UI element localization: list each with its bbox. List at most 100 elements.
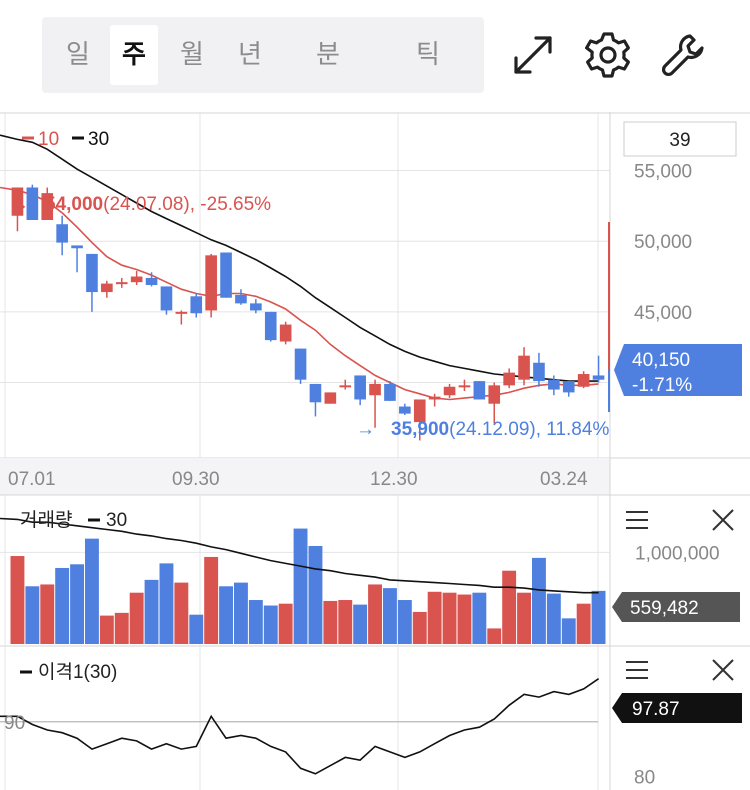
candle-body	[503, 372, 515, 386]
volume-bar	[412, 611, 427, 644]
disparity-line	[0, 678, 600, 775]
chart-labels: 10 30 39 55,000 50,000 45,000 40,150 -1.71% → 54,…	[4, 121, 742, 789]
high-marker-arrow: →	[10, 194, 29, 215]
volume-bar	[144, 579, 159, 644]
volume-bar	[532, 557, 546, 644]
tab-day[interactable]: 일	[66, 40, 90, 70]
volume-bar	[55, 567, 70, 644]
candle-body	[220, 252, 232, 298]
volume-bar	[323, 600, 338, 644]
volume-title: 거래량	[20, 509, 72, 531]
x-axis-label: 03.24	[540, 469, 588, 490]
candle-body	[339, 385, 352, 388]
candle-body	[115, 282, 128, 285]
high-price-marker: → 54,000(24.07.08), -25.65%	[10, 194, 271, 215]
low-marker-arrow: →	[356, 419, 375, 440]
disparity-label: 이격1(30)	[38, 661, 117, 683]
candle-body	[160, 286, 173, 311]
volume-bar	[40, 584, 55, 644]
period-input-box	[623, 121, 737, 157]
candle-body	[294, 348, 307, 380]
volume-bar	[383, 588, 397, 644]
volume-bar	[353, 604, 368, 644]
volume-bar	[263, 605, 278, 644]
candle-body	[443, 386, 456, 396]
candle-body	[562, 381, 575, 393]
tab-week[interactable]: 주	[110, 25, 158, 85]
tab-tick[interactable]: 틱	[416, 40, 440, 70]
wrench-icon[interactable]	[659, 30, 709, 80]
volume-bar	[427, 591, 442, 644]
volume-last-value: 559,482	[630, 598, 699, 619]
volume-bar	[502, 570, 517, 644]
candle-body	[41, 193, 54, 220]
high-marker-pct: , -25.65%	[190, 194, 271, 215]
gear-icon[interactable]	[583, 30, 633, 80]
high-marker-date: (24.07.08)	[103, 194, 190, 215]
low-price-marker: → 35,900(24.12.09), 11.84%	[356, 419, 609, 440]
volume-bar	[219, 586, 233, 644]
tab-year[interactable]: 년	[238, 40, 262, 70]
volume-bar	[189, 614, 204, 644]
candle-body	[205, 255, 217, 311]
disparity-y-tick-left: 90	[4, 713, 25, 734]
volume-bar	[129, 592, 144, 644]
volume-bar	[472, 592, 487, 644]
stock-chart[interactable]: 10 30 39 55,000 50,000 45,000 40,150 -1.71% → 54,…	[0, 112, 750, 790]
ma30-line	[0, 134, 599, 382]
candle-body	[235, 294, 247, 304]
price-y-tick: 45,000	[634, 303, 692, 324]
x-axis-band	[0, 458, 610, 495]
volume-bar	[114, 612, 129, 644]
volume-bar	[368, 584, 382, 644]
x-axis-label: 07.01	[8, 469, 56, 490]
expand-icon[interactable]	[508, 30, 558, 80]
x-axis-label: 09.30	[172, 469, 220, 490]
candle-body	[592, 375, 605, 380]
volume-bar	[248, 600, 263, 644]
candle-body	[458, 385, 471, 388]
candle-body	[399, 406, 411, 414]
volume-bar	[591, 590, 606, 644]
chart-toolbar: 일 주 월 년 분 틱	[0, 0, 750, 112]
volume-bar	[457, 594, 472, 644]
candle-body	[577, 374, 590, 387]
candle-body	[488, 385, 501, 404]
candle-body	[279, 324, 292, 342]
candle-body	[413, 399, 426, 423]
volume-bar	[174, 582, 189, 644]
last-price-value: 40,150	[632, 350, 690, 371]
price-y-tick: 55,000	[634, 162, 692, 183]
low-marker-price: 35,900	[391, 419, 449, 440]
price-y-tick: 50,000	[634, 232, 692, 253]
volume-bar	[338, 600, 353, 644]
disparity-value-tag	[612, 693, 742, 723]
tab-month[interactable]: 월	[180, 40, 204, 70]
candle-body	[369, 383, 381, 396]
volume-bar	[25, 586, 40, 644]
volume-bar	[10, 556, 25, 644]
candle-body	[324, 392, 337, 404]
candle-body	[11, 187, 24, 216]
candle-body	[86, 253, 98, 293]
candle-body	[309, 383, 322, 403]
tab-minute[interactable]: 분	[316, 40, 340, 70]
volume-bar	[442, 592, 457, 644]
chart-frames	[0, 112, 750, 790]
volume-bar	[85, 538, 99, 644]
candle-body	[26, 187, 39, 220]
candle-body	[130, 276, 143, 283]
legend-ma30-label: 30	[88, 129, 109, 150]
period-input-value: 39	[669, 130, 690, 151]
volume-bar	[70, 564, 84, 644]
volume-bar	[293, 528, 308, 644]
disparity-series	[0, 678, 600, 775]
last-price-change: -1.71%	[632, 375, 692, 396]
disparity-y-tick: 80	[634, 768, 655, 789]
low-marker-date: (24.12.09)	[449, 419, 536, 440]
candle-body	[101, 283, 113, 293]
low-marker-pct: , 11.84%	[536, 419, 610, 440]
volume-bar	[546, 593, 561, 644]
candle-body	[71, 245, 83, 249]
volume-ma30-label: 30	[106, 510, 127, 531]
